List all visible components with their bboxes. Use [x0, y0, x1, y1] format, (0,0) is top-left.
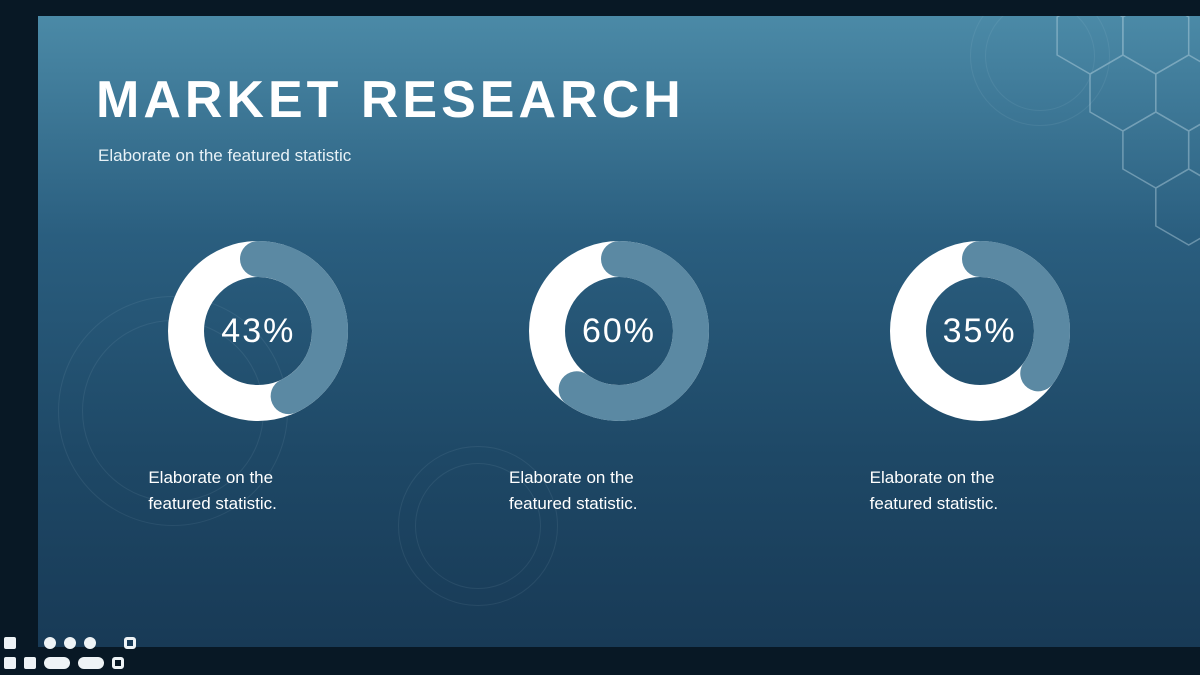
- donut-chart: 43%: [158, 231, 358, 431]
- stats-row: 43% Elaborate on the featured statistic.…: [38, 231, 1200, 518]
- donut-chart: 35%: [880, 231, 1080, 431]
- slide-frame: MARKET RESEARCH Elaborate on the feature…: [38, 16, 1200, 647]
- stat-percentage: 35%: [880, 231, 1080, 431]
- donut-chart: 60%: [519, 231, 719, 431]
- stat-item: 43% Elaborate on the featured statistic.: [108, 231, 408, 518]
- stat-caption: Elaborate on the featured statistic.: [870, 465, 1050, 518]
- stat-percentage: 60%: [519, 231, 719, 431]
- page-subtitle: Elaborate on the featured statistic: [98, 146, 351, 166]
- stat-caption: Elaborate on the featured statistic.: [148, 465, 328, 518]
- logo-mark: [0, 631, 140, 675]
- stat-caption: Elaborate on the featured statistic.: [509, 465, 689, 518]
- page-title: MARKET RESEARCH: [96, 70, 685, 130]
- stat-item: 35% Elaborate on the featured statistic.: [830, 231, 1130, 518]
- stat-item: 60% Elaborate on the featured statistic.: [469, 231, 769, 518]
- stat-percentage: 43%: [158, 231, 358, 431]
